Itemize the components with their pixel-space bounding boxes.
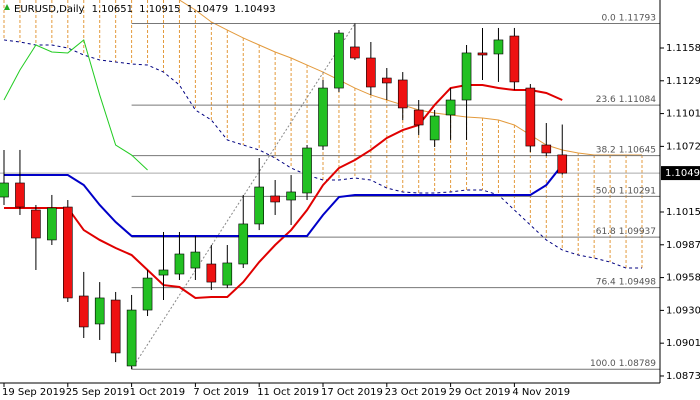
fib-label: 76.4 1.09498 bbox=[596, 277, 657, 287]
candle-body bbox=[206, 263, 217, 283]
fib-price-text: 1.09937 bbox=[619, 227, 656, 237]
y-tick-label: 1.11295 bbox=[666, 76, 700, 87]
candle-body bbox=[47, 207, 57, 241]
x-tick-label: 1 Oct 2019 bbox=[130, 387, 185, 398]
fib-level-text: 100.0 bbox=[590, 359, 616, 369]
candle-body bbox=[557, 154, 568, 174]
fib-label: 0.0 1.11793 bbox=[601, 13, 656, 23]
y-tick-label: 1.09585 bbox=[666, 273, 700, 284]
candle-body bbox=[525, 87, 536, 147]
indicator-line bbox=[3, 39, 642, 269]
fib-label: 50.0 1.10291 bbox=[596, 186, 656, 196]
candle-body bbox=[366, 57, 376, 88]
fib-level-text: 50.0 bbox=[596, 186, 616, 196]
y-tick-label: 1.10725 bbox=[666, 141, 700, 152]
symbol: EURUSD,Daily bbox=[14, 4, 85, 15]
candle-body bbox=[461, 52, 472, 101]
y-tick-label: 1.11010 bbox=[666, 109, 700, 120]
candle-body bbox=[222, 262, 233, 286]
candle-body bbox=[541, 144, 552, 154]
candle-body bbox=[429, 115, 440, 141]
indicator-line bbox=[3, 39, 148, 171]
y-tick-label: 1.09870 bbox=[666, 240, 700, 251]
last-open: 1.10651 bbox=[92, 4, 133, 15]
candle-body bbox=[31, 209, 41, 239]
candle-body bbox=[174, 253, 185, 275]
candle-body bbox=[110, 299, 121, 354]
fib-price-text: 1.11084 bbox=[619, 95, 656, 105]
y-tick-label: 1.11580 bbox=[666, 43, 700, 54]
candle-body bbox=[509, 35, 520, 83]
candle-body bbox=[318, 87, 328, 147]
fib-label: 38.2 1.10645 bbox=[596, 145, 656, 155]
fib-label: 61.8 1.09937 bbox=[596, 227, 656, 237]
x-tick-label: 11 Oct 2019 bbox=[257, 387, 319, 398]
fib-label: 100.0 1.08789 bbox=[590, 359, 656, 369]
x-tick-label: 29 Oct 2019 bbox=[449, 387, 511, 398]
y-tick-label: 1.09300 bbox=[666, 305, 700, 316]
x-tick-label: 7 Oct 2019 bbox=[193, 387, 248, 398]
fib-level-text: 23.6 bbox=[596, 95, 616, 105]
candle-body bbox=[126, 309, 137, 367]
candle-body bbox=[397, 79, 408, 109]
x-tick-label: 17 Oct 2019 bbox=[321, 387, 383, 398]
x-tick-label: 4 Nov 2019 bbox=[512, 387, 570, 398]
candle-body bbox=[142, 277, 153, 311]
candle-body bbox=[334, 32, 344, 89]
candle-body bbox=[78, 295, 89, 328]
x-tick-label: 23 Oct 2019 bbox=[385, 387, 447, 398]
fib-label: 23.6 1.11084 bbox=[596, 95, 657, 105]
fib-level-text: 0.0 bbox=[601, 13, 616, 23]
fib-price-text: 1.11793 bbox=[619, 13, 656, 23]
candle-body bbox=[62, 206, 73, 299]
chart-header: EURUSD,Daily 1.10651 1.10915 1.10479 1.1… bbox=[14, 4, 276, 15]
last-close: 1.10493 bbox=[234, 4, 275, 15]
candle-body bbox=[477, 52, 488, 56]
candle-body bbox=[286, 191, 296, 201]
y-tick-label: 1.10155 bbox=[666, 207, 700, 218]
last-high: 1.10915 bbox=[139, 4, 180, 15]
candle-body bbox=[302, 147, 312, 194]
fib-price-text: 1.08789 bbox=[619, 359, 656, 369]
current-price-box bbox=[661, 166, 700, 181]
fib-level-text: 38.2 bbox=[596, 145, 616, 155]
candle-body bbox=[493, 39, 504, 55]
x-tick-label: 19 Sep 2019 bbox=[2, 387, 65, 398]
last-low: 1.10479 bbox=[187, 4, 228, 15]
fib-price-text: 1.09498 bbox=[619, 277, 656, 287]
symbol-icon bbox=[4, 4, 10, 10]
candle-body bbox=[413, 109, 424, 126]
candle-body bbox=[254, 186, 264, 225]
candle-body bbox=[350, 46, 360, 59]
fib-price-text: 1.10291 bbox=[619, 186, 656, 196]
fib-level-text: 76.4 bbox=[596, 277, 616, 287]
candle-body bbox=[238, 223, 249, 265]
fib-price-text: 1.10645 bbox=[619, 145, 656, 155]
candle-body bbox=[270, 195, 280, 203]
candle-body bbox=[94, 297, 105, 325]
indicator-line bbox=[4, 164, 564, 238]
fib-level-text: 61.8 bbox=[596, 227, 616, 237]
y-tick-label: 1.08730 bbox=[666, 371, 700, 382]
current-price-label: 1.10493 bbox=[665, 168, 700, 179]
y-tick-label: 1.09015 bbox=[666, 338, 700, 349]
candle-body bbox=[0, 182, 9, 198]
candle-body bbox=[190, 251, 201, 269]
candle-body bbox=[445, 99, 456, 116]
candle-body bbox=[15, 182, 25, 208]
x-tick-label: 25 Sep 2019 bbox=[66, 387, 129, 398]
candle-body bbox=[158, 269, 169, 276]
candle-body bbox=[381, 77, 392, 84]
